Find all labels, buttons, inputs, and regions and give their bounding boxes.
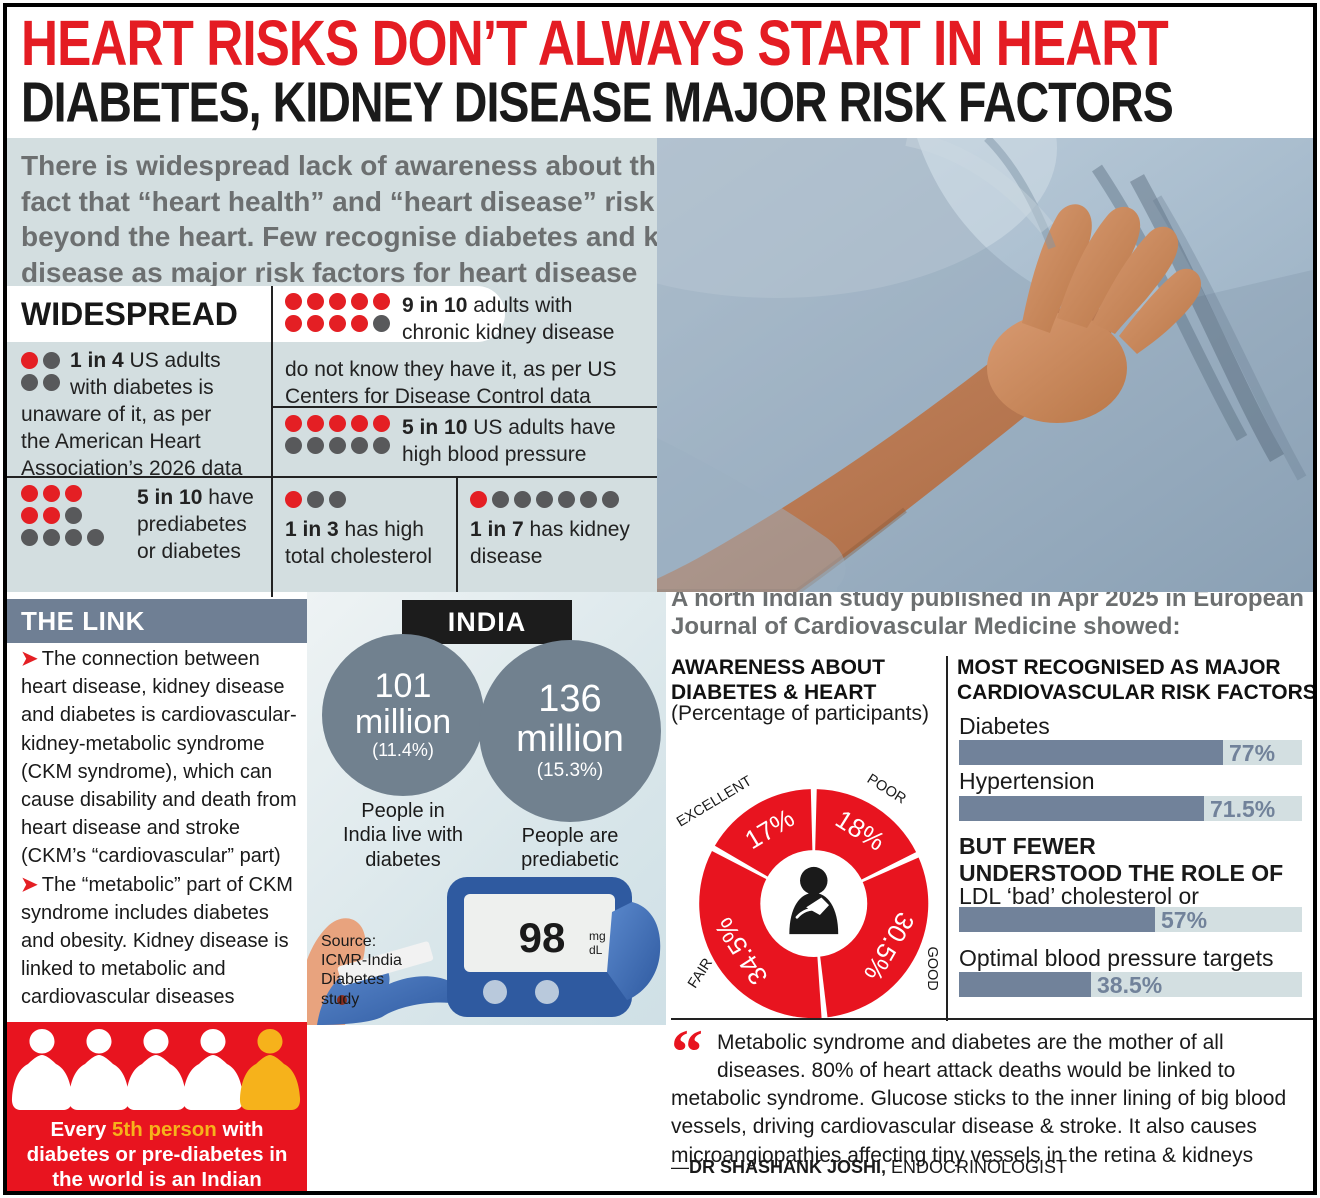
- svg-text:98: 98: [519, 914, 566, 961]
- svg-text:FAIR: FAIR: [685, 956, 716, 992]
- svg-text:dL: dL: [589, 943, 603, 957]
- svg-text:GOOD: GOOD: [924, 946, 940, 990]
- svg-text:POOR: POOR: [864, 771, 909, 807]
- svg-text:mg: mg: [589, 929, 606, 943]
